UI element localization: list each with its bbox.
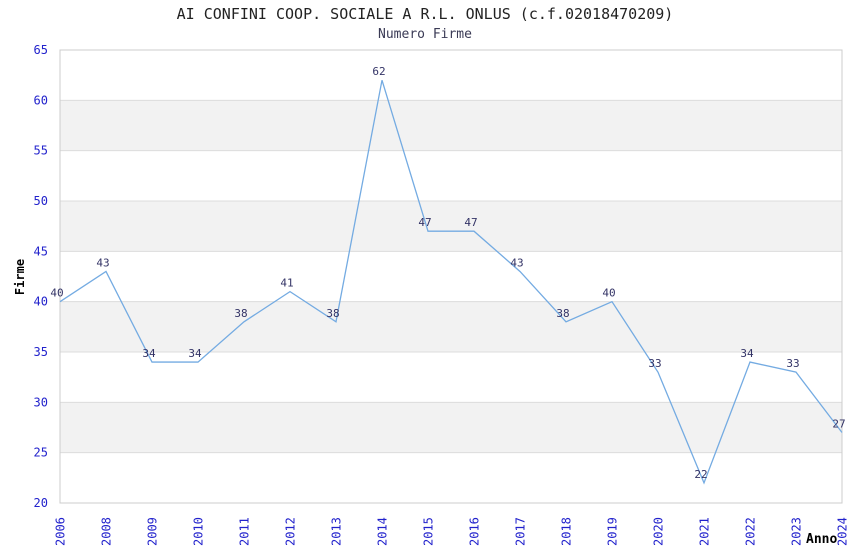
- data-label: 27: [832, 418, 845, 431]
- y-tick-label: 65: [34, 43, 48, 57]
- data-label: 34: [188, 347, 202, 360]
- grid-band: [60, 402, 842, 453]
- x-tick-label: 2021: [698, 517, 712, 546]
- plot-border: [59, 49, 843, 504]
- data-label: 38: [556, 307, 569, 320]
- y-tick-label: 30: [34, 395, 48, 409]
- grid-band: [60, 100, 842, 151]
- x-tick-label: 2010: [192, 517, 206, 546]
- x-tick-label: 2017: [514, 517, 528, 546]
- data-label: 22: [694, 468, 707, 481]
- y-tick-label: 20: [34, 496, 48, 510]
- y-tick-label: 45: [34, 244, 48, 258]
- x-tick-label: 2024: [836, 517, 850, 546]
- x-tick-label: 2019: [606, 517, 620, 546]
- data-label: 33: [786, 357, 799, 370]
- y-tick-label: 40: [34, 295, 48, 309]
- x-tick-label: 2006: [54, 517, 68, 546]
- x-tick-label: 2016: [468, 517, 482, 546]
- x-tick-label: 2018: [560, 517, 574, 546]
- x-tick-label: 2011: [238, 517, 252, 546]
- x-axis-title: Anno: [806, 532, 838, 547]
- series-line: [59, 80, 843, 485]
- data-label: 33: [648, 357, 661, 370]
- x-tick-label: 2022: [744, 517, 758, 546]
- data-label: 43: [510, 256, 523, 269]
- data-label: 40: [602, 287, 615, 300]
- y-tick-label: 35: [34, 345, 48, 359]
- y-tick-label: 60: [34, 93, 48, 107]
- grid-band: [60, 301, 842, 352]
- data-label: 62: [372, 65, 385, 78]
- data-label: 40: [50, 287, 63, 300]
- y-tick-label: 25: [34, 446, 48, 460]
- data-label: 41: [280, 277, 293, 290]
- chart-title: AI CONFINI COOP. SOCIALE A R.L. ONLUS (c…: [176, 5, 674, 23]
- data-label: 43: [96, 256, 109, 269]
- x-tick-label: 2012: [284, 517, 298, 546]
- x-tick-label: 2008: [100, 517, 114, 546]
- x-tick-label: 2015: [422, 517, 436, 546]
- data-label: 47: [418, 216, 431, 229]
- data-label: 34: [142, 347, 156, 360]
- x-tick-label: 2023: [790, 517, 804, 546]
- x-tick-label: 2020: [652, 517, 666, 546]
- data-label: 38: [326, 307, 339, 320]
- chart-subtitle: Numero Firme: [378, 27, 472, 42]
- grid-band: [60, 201, 842, 252]
- data-label: 34: [740, 347, 754, 360]
- data-label: 38: [234, 307, 247, 320]
- x-tick-label: 2014: [376, 517, 390, 546]
- y-tick-label: 55: [34, 144, 48, 158]
- x-tick-label: 2013: [330, 517, 344, 546]
- y-axis-title: Firme: [13, 258, 27, 296]
- data-label: 47: [464, 216, 477, 229]
- x-tick-label: 2009: [146, 517, 160, 546]
- y-tick-label: 50: [34, 194, 48, 208]
